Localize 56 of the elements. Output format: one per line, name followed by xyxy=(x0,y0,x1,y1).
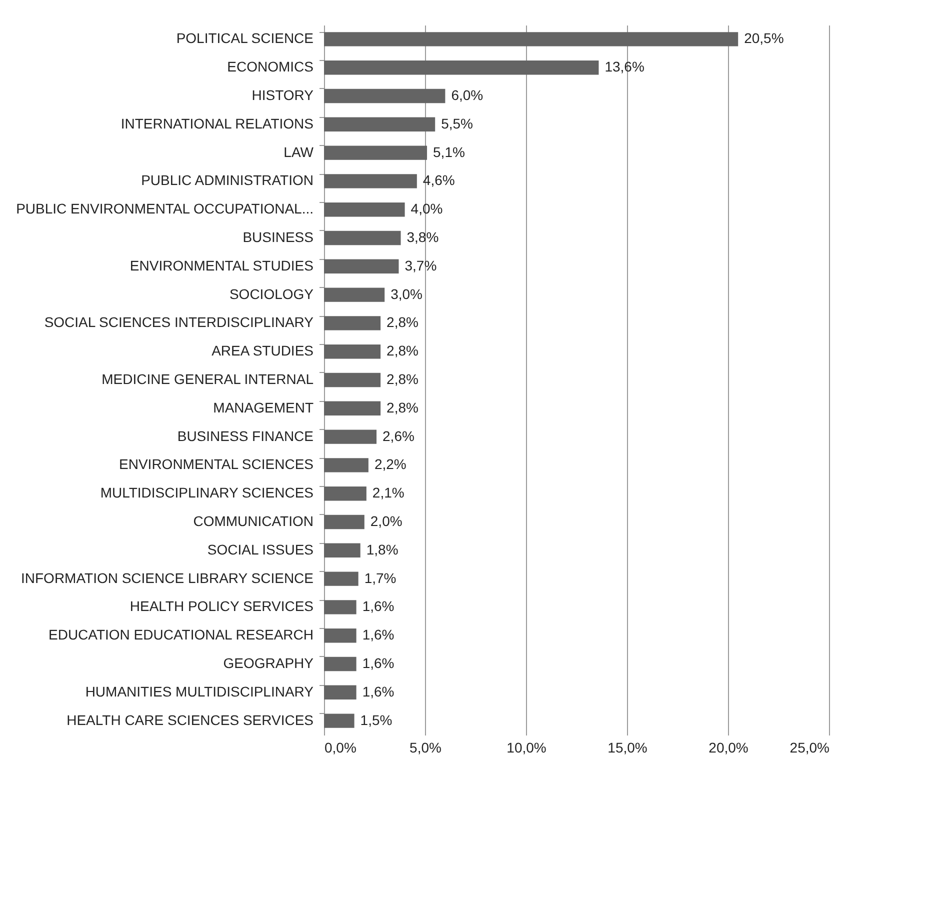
y-tick-label: MEDICINE GENERAL INTERNAL xyxy=(102,371,314,387)
y-tick-label: POLITICAL SCIENCE xyxy=(176,30,314,46)
y-tick-label: ENVIRONMENTAL SCIENCES xyxy=(119,456,314,472)
data-label: 20,5% xyxy=(744,30,784,46)
data-label: 1,6% xyxy=(362,683,394,700)
data-label: 1,5% xyxy=(360,712,392,728)
data-label: 3,7% xyxy=(404,257,437,274)
y-tick-label: INTERNATIONAL RELATIONS xyxy=(120,115,314,132)
y-tick-label: MULTIDISCIPLINARY SCIENCES xyxy=(100,484,314,501)
y-tick-label: HUMANITIES MULTIDISCIPLINARY xyxy=(85,683,314,700)
x-tick-label: 0,0% xyxy=(324,740,356,756)
y-tick-label: HEALTH POLICY SERVICES xyxy=(130,598,314,614)
data-label: 4,0% xyxy=(410,200,443,217)
data-label: 1,6% xyxy=(362,598,394,614)
data-label: 1,8% xyxy=(366,541,398,558)
data-label: 2,6% xyxy=(382,428,414,444)
data-label: 4,6% xyxy=(422,172,455,188)
data-label: 2,8% xyxy=(386,399,418,416)
y-tick-label: PUBLIC ENVIRONMENTAL OCCUPATIONAL... xyxy=(16,200,314,217)
y-tick-label: INFORMATION SCIENCE LIBRARY SCIENCE xyxy=(21,570,314,586)
data-label: 2,1% xyxy=(372,484,404,501)
y-tick-label: BUSINESS FINANCE xyxy=(177,428,314,444)
data-label: 1,6% xyxy=(362,626,394,643)
data-label: 2,8% xyxy=(386,371,418,387)
y-tick-label: SOCIOLOGY xyxy=(229,286,314,302)
data-label: 3,8% xyxy=(406,229,439,245)
data-label: 2,0% xyxy=(370,513,402,529)
y-tick-label: COMMUNICATION xyxy=(193,513,314,529)
data-label: 2,2% xyxy=(374,456,406,472)
y-tick-label: PUBLIC ADMINISTRATION xyxy=(141,172,314,188)
data-label: 6,0% xyxy=(451,87,484,103)
data-label: 2,8% xyxy=(386,342,418,359)
y-tick-label: ECONOMICS xyxy=(227,58,314,75)
data-label: 13,6% xyxy=(604,58,644,75)
y-tick-label: LAW xyxy=(284,144,314,160)
data-label: 1,6% xyxy=(362,655,394,671)
y-tick-label: BUSINESS xyxy=(242,229,314,245)
data-label: 5,1% xyxy=(433,144,465,160)
y-tick-label: HISTORY xyxy=(252,87,314,103)
y-tick-label: MANAGEMENT xyxy=(213,399,314,416)
data-label: 2,8% xyxy=(386,314,418,330)
x-tick-label: 15,0% xyxy=(608,740,648,756)
data-label: 3,0% xyxy=(390,286,423,302)
y-tick-label: HEALTH CARE SCIENCES SERVICES xyxy=(66,712,314,728)
y-tick-label: SOCIAL SCIENCES INTERDISCIPLINARY xyxy=(44,314,314,330)
x-tick-label: 10,0% xyxy=(506,740,546,756)
y-tick-label: EDUCATION EDUCATIONAL RESEARCH xyxy=(48,626,314,643)
data-label: 5,5% xyxy=(441,115,474,132)
x-tick-label: 25,0% xyxy=(790,740,830,756)
y-tick-label: SOCIAL ISSUES xyxy=(207,541,314,558)
data-label: 1,7% xyxy=(364,570,396,586)
x-tick-label: 20,0% xyxy=(708,740,748,756)
y-tick-label: ENVIRONMENTAL STUDIES xyxy=(130,257,314,274)
y-tick-label: AREA STUDIES xyxy=(212,342,314,359)
x-tick-label: 5,0% xyxy=(410,740,442,756)
y-tick-label: GEOGRAPHY xyxy=(223,655,314,671)
